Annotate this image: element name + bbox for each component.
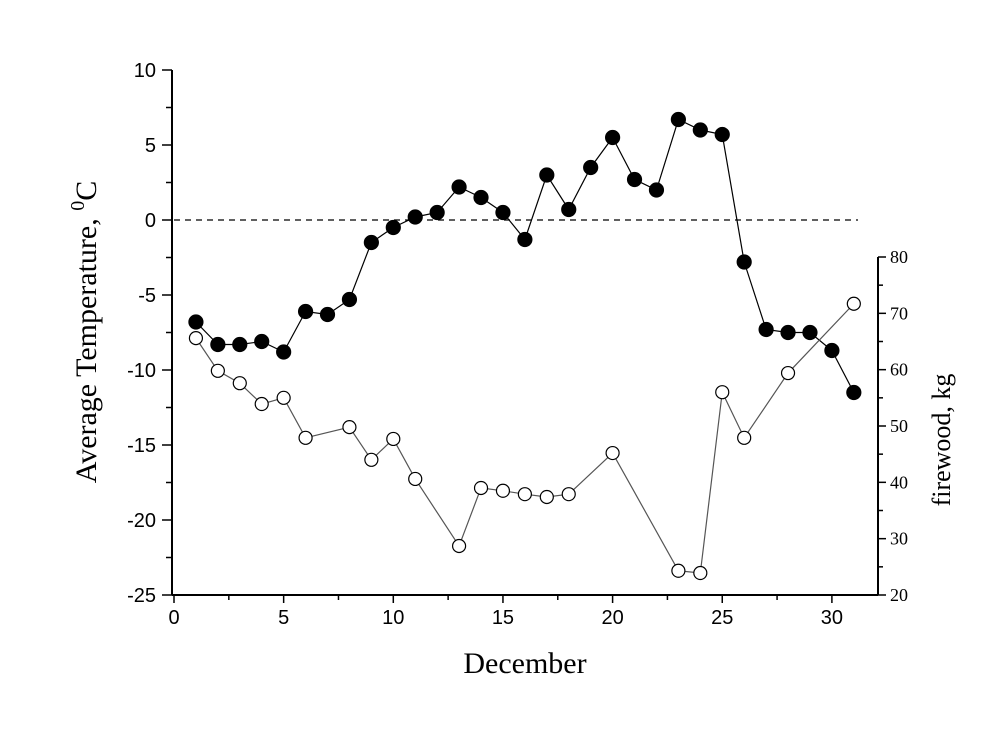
temperature-point — [341, 291, 358, 308]
temperature-point — [714, 126, 730, 143]
temperature-point — [297, 303, 314, 320]
temperature-point — [473, 189, 489, 206]
firewood-point — [232, 376, 247, 391]
temperature-point — [254, 333, 270, 350]
temperature-point — [451, 179, 467, 195]
y-tick-label: -20 — [127, 510, 156, 532]
firewood-point — [386, 431, 401, 447]
y2-tick-label: 50 — [890, 416, 908, 436]
firewood-point — [846, 296, 861, 311]
firewood-point — [495, 483, 511, 498]
firewood-point — [188, 331, 204, 346]
temperature-point — [802, 324, 818, 341]
y2-tick-label: 80 — [890, 247, 908, 267]
temperature-line — [195, 118, 855, 393]
temperature-point — [736, 254, 752, 270]
temperature-point — [495, 204, 511, 221]
firewood-point — [254, 396, 269, 412]
firewood-point — [605, 445, 620, 461]
firewood-point — [737, 430, 752, 445]
firewood-point — [715, 385, 730, 400]
temperature-point — [846, 384, 862, 401]
x-tick-label: 5 — [278, 607, 289, 629]
x-tick-label: 25 — [711, 607, 733, 629]
x-tick-label: 15 — [492, 607, 514, 629]
firewood-point — [671, 563, 686, 578]
temperature-point — [319, 306, 336, 323]
x-axis-label: December — [463, 647, 586, 680]
firewood-line — [195, 303, 855, 574]
y-tick-label: 5 — [145, 135, 156, 157]
y2-tick-label: 60 — [890, 360, 908, 380]
temperature-point — [604, 129, 621, 146]
y2-tick-label: 30 — [890, 529, 908, 549]
firewood-point — [210, 363, 225, 378]
x-tick-label: 0 — [168, 607, 179, 629]
y-tick-label: -10 — [127, 360, 156, 382]
y-axis-label-sup: 0 — [67, 201, 89, 211]
temperature-point — [758, 321, 774, 338]
temperature-point — [780, 324, 796, 341]
y-tick-label: 0 — [145, 210, 156, 232]
y-axis-label-unit: C — [70, 181, 103, 201]
x-tick-label: 30 — [821, 607, 843, 629]
temperature-point — [429, 204, 445, 221]
temperature-point — [539, 167, 555, 183]
y-axis-label: Average Temperature, 0C — [67, 181, 103, 484]
temperature-point — [692, 122, 708, 138]
temperature-point — [363, 234, 379, 251]
y-tick-label: -25 — [127, 585, 156, 607]
y-tick-label: -15 — [127, 435, 156, 457]
y2-tick-label: 20 — [890, 585, 908, 605]
x-tick-label: 10 — [382, 607, 404, 629]
temperature-point — [648, 182, 665, 198]
temperature-point — [517, 231, 533, 248]
y-axis-label-text: Average Temperature, — [70, 211, 103, 483]
temperature-point — [276, 344, 292, 360]
temperature-point — [385, 219, 401, 236]
temperature-point — [188, 314, 204, 330]
firewood-point — [473, 480, 489, 496]
firewood-point — [561, 487, 576, 502]
firewood-point — [693, 565, 708, 581]
temperature-point — [210, 336, 226, 353]
firewood-point — [342, 420, 357, 435]
temperature-point — [824, 342, 840, 359]
firewood-point — [517, 487, 532, 502]
y-tick-label: 10 — [134, 60, 156, 82]
y2-tick-label: 70 — [890, 303, 908, 323]
temperature-point — [232, 336, 248, 353]
firewood-point — [298, 430, 313, 445]
y2-axis-label: firewood, kg — [927, 374, 956, 507]
firewood-point — [408, 471, 423, 487]
firewood-point — [451, 538, 467, 554]
temperature-point — [407, 209, 423, 225]
temperature-point — [626, 171, 643, 188]
firewood-point — [539, 489, 554, 505]
firewood-point — [276, 390, 291, 405]
y2-tick-label: 40 — [890, 472, 908, 492]
temperature-point — [561, 201, 577, 218]
temperature-point — [583, 159, 599, 176]
firewood-point — [364, 452, 379, 467]
x-tick-label: 20 — [601, 607, 623, 629]
y-tick-label: -5 — [138, 285, 156, 307]
firewood-point — [780, 365, 796, 381]
temperature-point — [670, 111, 686, 128]
